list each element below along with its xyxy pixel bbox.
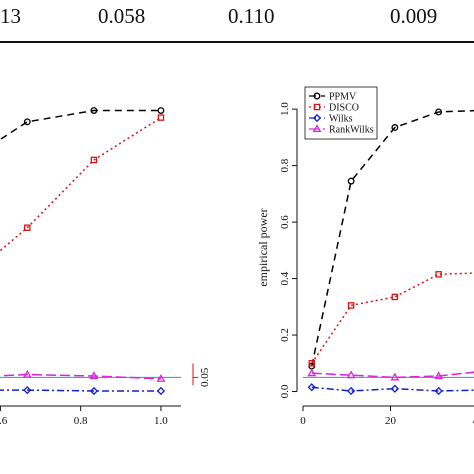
data-point-rankwilks: [346, 370, 356, 379]
data-point-ppmv: [435, 108, 443, 116]
x-tick-label: 40: [473, 415, 474, 427]
results-table-row: 13 0.058 0.110 0.009: [0, 0, 474, 44]
y-tick-label: 0.4: [279, 271, 291, 285]
data-point-wilks: [307, 383, 316, 392]
series-line-wilks: [311, 386, 474, 392]
y-tick-label: 0.6: [279, 215, 291, 229]
legend-marker-wilks: [312, 113, 322, 123]
data-point-wilks: [89, 386, 99, 396]
data-point-ppmv: [391, 124, 399, 131]
table-cell-1: 13: [0, 4, 21, 28]
data-point-rankwilks: [156, 374, 166, 382]
data-point-ppmv: [23, 118, 31, 126]
legend-marker-disco: [313, 103, 321, 111]
x-tick-label: 0: [300, 415, 306, 427]
data-point-disco: [24, 224, 31, 231]
data-point-ppmv: [157, 107, 165, 114]
series-line-ppmv: [311, 109, 474, 367]
table-cell-3: 0.110: [228, 4, 275, 28]
table-cell-4: 0.009: [390, 4, 438, 28]
data-point-rankwilks: [434, 371, 444, 380]
data-point-rankwilks: [22, 369, 32, 378]
data-point-disco: [347, 302, 355, 309]
data-point-disco: [308, 360, 315, 367]
right-power-chart: 0 20 40 0.0 0.2 0.4 0.6 0.8 1.0 empirical power PP…: [256, 86, 474, 427]
x-tick-label: 0.6: [0, 415, 8, 427]
data-point-rankwilks: [390, 372, 400, 381]
data-point-rankwilks: [307, 368, 317, 377]
data-point-wilks: [23, 385, 32, 395]
series-line-ppmv: [0, 109, 161, 141]
series-line-wilks: [0, 389, 161, 392]
table-cell-2: 0.058: [98, 4, 146, 28]
data-point-disco: [90, 156, 98, 164]
series-line-rankwilks: [311, 371, 474, 379]
data-point-ppmv: [90, 107, 98, 114]
x-tick-label: 20: [385, 415, 397, 427]
legend-label-rankwilks: RankWilks: [329, 125, 374, 136]
data-point-wilks: [347, 386, 356, 396]
data-point-ppmv: [347, 177, 355, 185]
legend-label-disco: DISCO: [329, 103, 359, 114]
legend-marker-rankwilks: [312, 124, 322, 133]
y-tick-label: 0.0: [279, 384, 291, 398]
table-rule: [0, 41, 474, 43]
data-point-disco: [435, 271, 442, 278]
y-axis-title: empirical power: [256, 208, 270, 286]
legend-label-wilks: Wilks: [329, 114, 353, 125]
series-line-rankwilks: [0, 373, 161, 380]
y-tick-label: 0.8: [279, 158, 291, 172]
data-point-wilks: [434, 386, 443, 396]
y-tick-label: 1.0: [279, 102, 291, 116]
y-tick-label: 0.2: [279, 328, 291, 342]
data-point-disco: [157, 114, 165, 121]
series-line-disco: [311, 272, 474, 364]
data-point-rankwilks: [89, 371, 99, 380]
x-tick-label: 1.0: [154, 415, 168, 427]
legend-label-ppmv: PPMV: [329, 92, 357, 103]
series-line-disco: [0, 116, 162, 252]
reference-line-label: 0.05: [199, 367, 211, 387]
data-point-disco: [391, 293, 399, 301]
legend-marker-ppmv: [313, 92, 321, 100]
data-point-wilks: [390, 384, 399, 393]
x-tick-label: 0.8: [74, 415, 88, 427]
left-power-chart: 0.6 0.8 1.0 0.05: [0, 107, 211, 427]
legend-box: [304, 86, 378, 140]
data-point-wilks: [156, 386, 166, 396]
